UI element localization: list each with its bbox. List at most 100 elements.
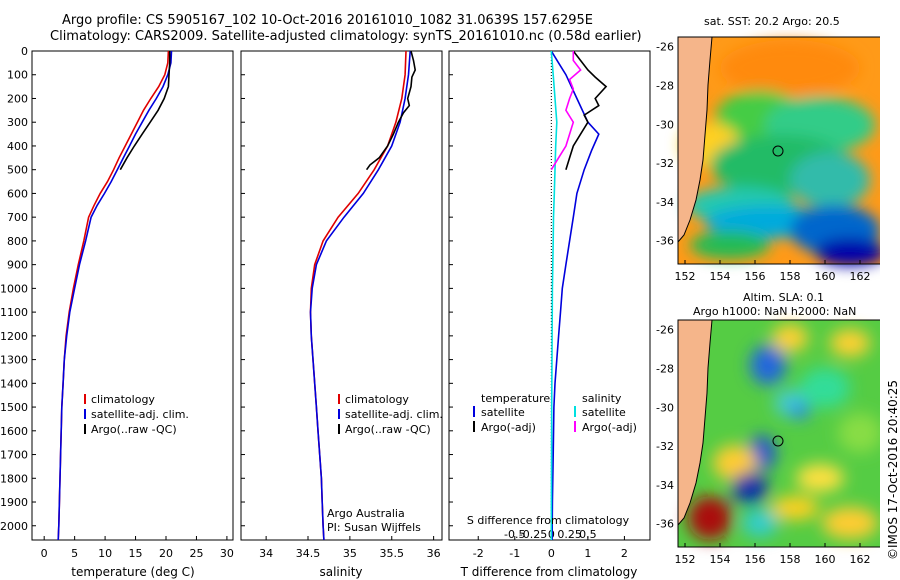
legend-sal-satellite-label: satellite	[582, 406, 626, 419]
depth-tick-label: 1100	[0, 306, 28, 319]
x-tick-label: 34.5	[296, 547, 321, 560]
depth-tick-label: 1200	[0, 330, 28, 343]
salinity-difference-axis: -0.5-0.2500.250.5	[504, 528, 597, 541]
depth-tick-label: 1600	[0, 425, 28, 438]
difference-legend: temperature satellite Argo(-adj) salinit…	[473, 392, 637, 434]
salinity-panel	[240, 50, 443, 541]
lat-tick-label: -34	[656, 479, 674, 492]
lon-tick-label: 162	[850, 553, 871, 566]
x-tick-label: 34	[259, 547, 273, 560]
sst-map-title: sat. SST: 20.2 Argo: 20.5	[704, 15, 840, 28]
x-tick-label: -2	[473, 547, 484, 560]
x-tick-label: 20	[159, 547, 173, 560]
x-tick-label: 0	[548, 547, 555, 560]
sst-axes: 152 154 156 158 160 162 -26 -28 -30 -32 -34 -36	[656, 41, 871, 283]
argo-position-marker	[772, 145, 784, 157]
salinity-series	[309, 51, 417, 540]
depth-tick-label: 600	[7, 187, 28, 200]
depth-tick-label: 700	[7, 211, 28, 224]
x-tick-label: 15	[129, 547, 143, 560]
depth-tick-label: 2000	[0, 520, 28, 533]
salinity-legend: climatology satellite-adj. clim. Argo(..…	[338, 393, 443, 436]
temperature-legend: climatology satellite-adj. clim. Argo(..…	[84, 393, 189, 436]
x-tick-label: 5	[71, 547, 78, 560]
depth-tick-label: 800	[7, 235, 28, 248]
lon-tick-label: 156	[745, 553, 766, 566]
series-line-satellite-adj-clim-	[309, 51, 411, 540]
lon-tick-label: 152	[675, 553, 696, 566]
x-tick-label: 0	[41, 547, 48, 560]
legend-argo-label: Argo(..raw -QC)	[91, 423, 177, 436]
lat-tick-label: -26	[656, 41, 674, 54]
depth-tick-label: 1800	[0, 472, 28, 485]
sst-map: 152 154 156 158 160 162 -26 -28 -30 -32 -34 -36	[656, 36, 880, 283]
lon-tick-label: 154	[710, 270, 731, 283]
top-tick-label: 0.5	[579, 528, 597, 541]
temperature-series	[57, 51, 173, 540]
lat-tick-label: -36	[656, 518, 674, 531]
difference-top-label: S difference from climatology	[467, 514, 630, 527]
salinity-x-axis: 34 34.5 35 35.5 36	[259, 536, 441, 560]
x-tick-label: 35.5	[380, 547, 405, 560]
depth-tick-label: 1300	[0, 354, 28, 367]
lon-tick-label: 162	[850, 270, 871, 283]
legend-climatology-label: climatology	[345, 393, 409, 406]
legend-sal-argo-label: Argo(-adj)	[582, 421, 637, 434]
figure-subtitle: Climatology: CARS2009. Satellite-adjuste…	[50, 29, 642, 44]
depth-tick-label: 1000	[0, 282, 28, 295]
series-line-temperature-argo-adj-	[565, 51, 608, 170]
series-line-salinity-satellite	[550, 51, 558, 540]
lat-tick-label: -36	[656, 235, 674, 248]
x-tick-label: -1	[509, 547, 520, 560]
series-line-climatology	[57, 51, 170, 540]
lon-tick-label: 158	[780, 553, 801, 566]
difference-x-axis: -2 -1 0 1 2	[473, 536, 628, 560]
depth-tick-label: 900	[7, 259, 28, 272]
top-tick-label: -0.25	[519, 528, 547, 541]
legend-salinity-title: salinity	[582, 392, 622, 405]
sla-map-title: Altim. SLA: 0.1	[743, 291, 825, 304]
x-tick-label: 36	[427, 547, 441, 560]
temperature-panel	[31, 50, 234, 541]
lat-tick-label: -34	[656, 196, 674, 209]
depth-tick-label: 1900	[0, 496, 28, 509]
legend-temp-argo-label: Argo(-adj)	[481, 421, 536, 434]
imos-credit: ©IMOS 17-Oct-2016 20:40:25	[886, 379, 900, 560]
x-tick-label: 35	[343, 547, 357, 560]
difference-x-label: T difference from climatology	[460, 565, 638, 579]
series-line-argo-raw-qc-	[365, 51, 417, 171]
depth-tick-label: 1500	[0, 401, 28, 414]
legend-temperature-title: temperature	[481, 392, 550, 405]
temperature-x-axis: 0 5 10 15 20 25 30	[41, 536, 234, 560]
lon-tick-label: 154	[710, 553, 731, 566]
lat-tick-label: -32	[656, 157, 674, 170]
top-tick-label: -0.5	[504, 528, 525, 541]
argo-australia-label: Argo Australia	[327, 507, 405, 520]
land-mask	[677, 36, 713, 244]
x-tick-label: 25	[189, 547, 203, 560]
lat-tick-label: -26	[656, 324, 674, 337]
depth-tick-label: 0	[21, 45, 28, 58]
legend-satellite-label: satellite-adj. clim.	[91, 408, 189, 421]
legend-climatology-label: climatology	[91, 393, 155, 406]
depth-tick-label: 100	[7, 69, 28, 82]
land-mask	[677, 319, 713, 527]
legend-argo-label: Argo(..raw -QC)	[345, 423, 431, 436]
legend-temp-satellite-label: satellite	[481, 406, 525, 419]
lat-tick-label: -30	[656, 118, 674, 131]
series-line-salinity-argo-adj-	[550, 51, 582, 171]
sla-field	[677, 319, 880, 547]
depth-tick-label: 1400	[0, 377, 28, 390]
top-tick-label: 0.25	[557, 528, 582, 541]
pi-label: PI: Susan Wijffels	[327, 521, 421, 534]
depth-tick-label: 1700	[0, 449, 28, 462]
lat-tick-label: -28	[656, 80, 674, 93]
salinity-x-label: salinity	[319, 565, 362, 579]
lon-tick-label: 160	[815, 270, 836, 283]
series-line-temperature-satellite	[550, 51, 600, 540]
lat-tick-label: -28	[656, 363, 674, 376]
depth-tick-label: 400	[7, 140, 28, 153]
sla-axes: 152 154 156 158 160 162 -26 -28 -30 -32 -34 -36	[656, 324, 871, 566]
difference-panel	[448, 50, 651, 541]
